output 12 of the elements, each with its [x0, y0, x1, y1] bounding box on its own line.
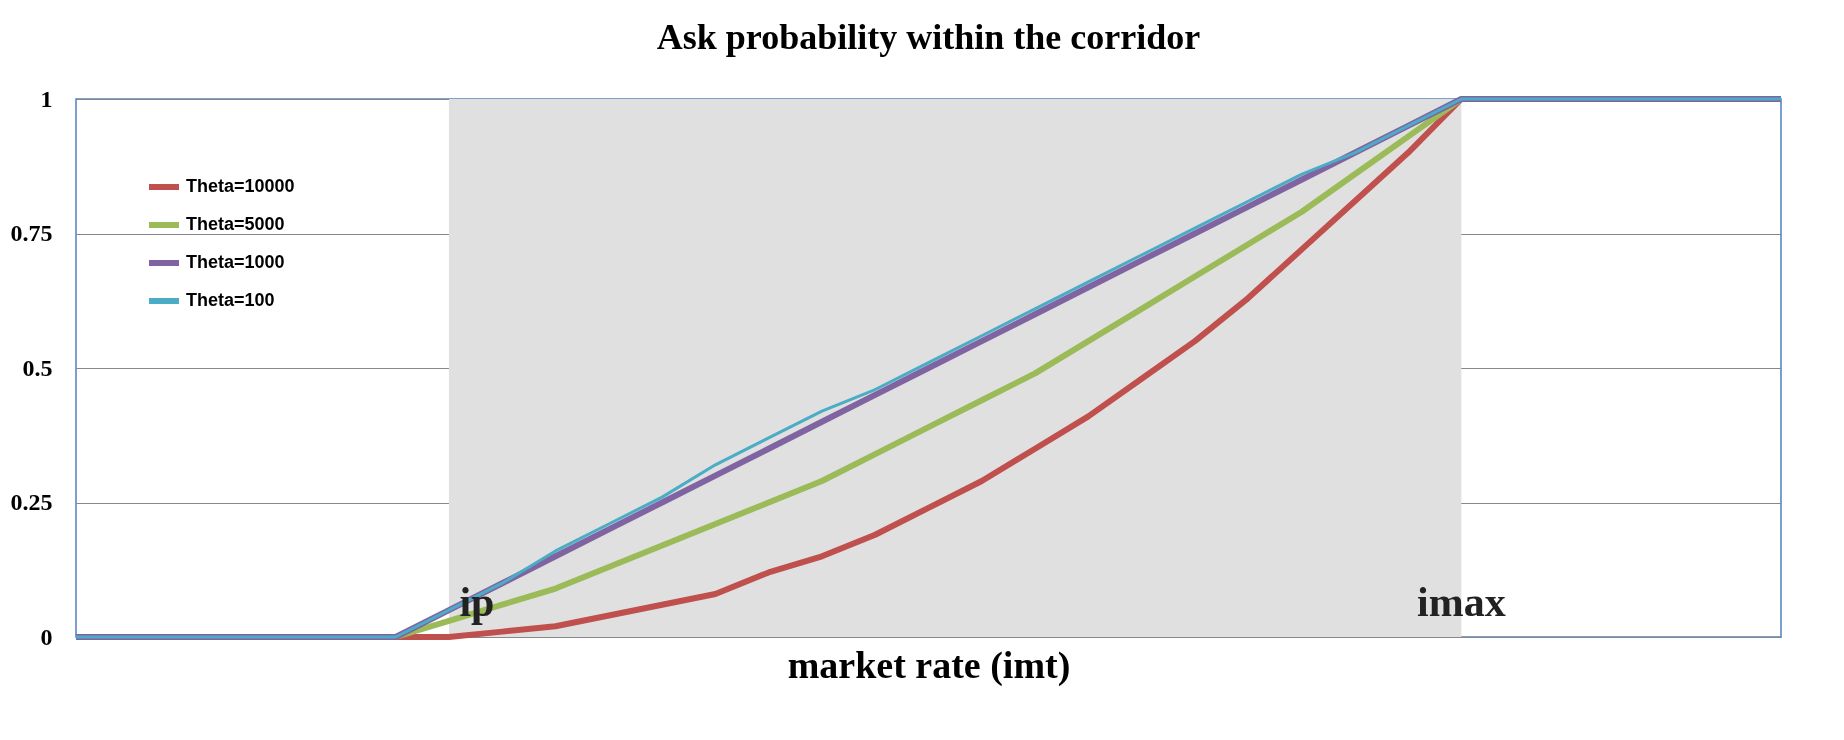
annotation: imax: [1416, 579, 1506, 625]
legend-label: Theta=1000: [186, 252, 285, 272]
y-tick-label: 0.5: [22, 354, 53, 381]
x-axis-title: market rate (imt): [787, 643, 1071, 687]
y-tick-label: 0.25: [10, 489, 53, 515]
y-tick-label: 0.75: [10, 220, 53, 246]
legend-label: Theta=5000: [186, 214, 285, 234]
y-tick-label: 1: [40, 85, 53, 112]
y-tick-label: 0: [40, 623, 53, 650]
chart-title: Ask probability within the corridor: [656, 17, 1201, 57]
legend-label: Theta=100: [186, 290, 275, 310]
legend-label: Theta=10000: [186, 176, 295, 196]
